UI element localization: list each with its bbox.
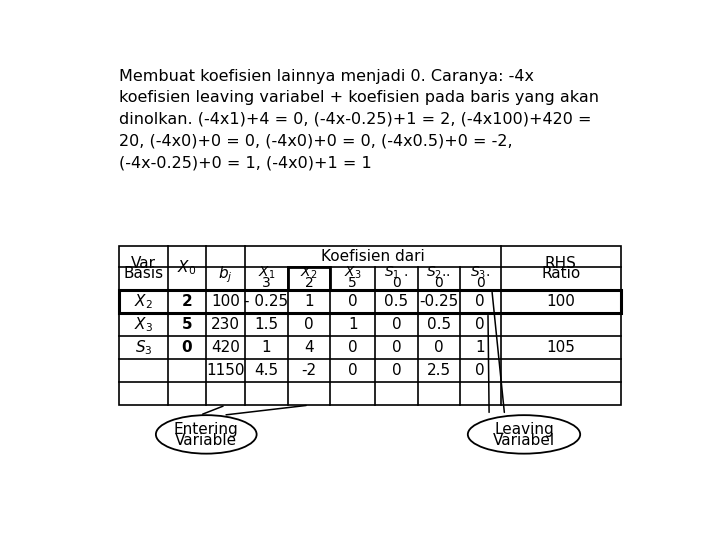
Text: 100: 100 (211, 294, 240, 309)
Text: Entering: Entering (174, 422, 238, 436)
Bar (120, 289, 621, 313)
Text: 0.5: 0.5 (384, 294, 408, 309)
Text: -2: -2 (302, 363, 317, 378)
Text: Variable: Variable (175, 433, 238, 448)
Text: $S_1$ .: $S_1$ . (384, 265, 409, 281)
Text: 5: 5 (181, 317, 192, 332)
Text: 4: 4 (304, 340, 314, 355)
Text: 420: 420 (211, 340, 240, 355)
Bar (287, 267, 330, 289)
Text: 0: 0 (304, 317, 314, 332)
Text: 1: 1 (348, 317, 358, 332)
Text: - 0.25: - 0.25 (244, 294, 289, 309)
Text: -0.25: -0.25 (419, 294, 459, 309)
Text: 1: 1 (261, 340, 271, 355)
Text: 230: 230 (211, 317, 240, 332)
Text: $S_3$.: $S_3$. (470, 265, 490, 281)
Text: Variabel: Variabel (493, 433, 555, 448)
Text: $X_0$: $X_0$ (177, 258, 197, 277)
Text: 0: 0 (348, 294, 358, 309)
Text: Ratio: Ratio (541, 266, 580, 281)
Bar (120, 246, 621, 405)
Text: 1: 1 (475, 340, 485, 355)
Text: $S_3$: $S_3$ (135, 338, 152, 357)
Text: Var: Var (131, 255, 156, 271)
Text: 0: 0 (392, 276, 401, 291)
Text: $X_2$: $X_2$ (300, 265, 318, 281)
Text: 0.5: 0.5 (427, 317, 451, 332)
Text: 0: 0 (475, 363, 485, 378)
Text: 1.5: 1.5 (254, 317, 279, 332)
Text: 0: 0 (476, 276, 485, 291)
Text: Membuat koefisien lainnya menjadi 0. Caranya: -4x
koefisien leaving variabel + k: Membuat koefisien lainnya menjadi 0. Car… (120, 69, 600, 170)
Text: 2.5: 2.5 (427, 363, 451, 378)
Text: 0: 0 (348, 340, 358, 355)
Text: Koefisien dari: Koefisien dari (321, 248, 425, 264)
Text: $b_j$: $b_j$ (218, 265, 233, 285)
Text: 5: 5 (348, 276, 357, 291)
Text: 100: 100 (546, 294, 575, 309)
Text: 2: 2 (305, 276, 313, 291)
Text: Leaving: Leaving (494, 422, 554, 436)
Text: 0: 0 (348, 363, 358, 378)
Text: 0: 0 (434, 340, 444, 355)
Text: 1: 1 (304, 294, 314, 309)
Text: 0: 0 (181, 340, 192, 355)
Text: 4.5: 4.5 (254, 363, 279, 378)
Text: 0: 0 (475, 317, 485, 332)
Text: 1150: 1150 (207, 363, 245, 378)
Text: 105: 105 (546, 340, 575, 355)
Text: Basis: Basis (123, 266, 163, 281)
Text: $X_2$: $X_2$ (134, 292, 153, 310)
Text: $X_3$: $X_3$ (344, 265, 361, 281)
Text: 0: 0 (434, 276, 443, 291)
Text: 0: 0 (392, 317, 401, 332)
Text: $X_3$: $X_3$ (134, 315, 153, 334)
Text: 0: 0 (475, 294, 485, 309)
Text: $X_1$: $X_1$ (258, 265, 275, 281)
Text: RHS: RHS (545, 255, 577, 271)
Text: 2: 2 (181, 294, 192, 309)
Text: $S_2$..: $S_2$.. (426, 265, 451, 281)
Text: 3: 3 (262, 276, 271, 291)
Text: 0: 0 (392, 363, 401, 378)
Text: 0: 0 (392, 340, 401, 355)
